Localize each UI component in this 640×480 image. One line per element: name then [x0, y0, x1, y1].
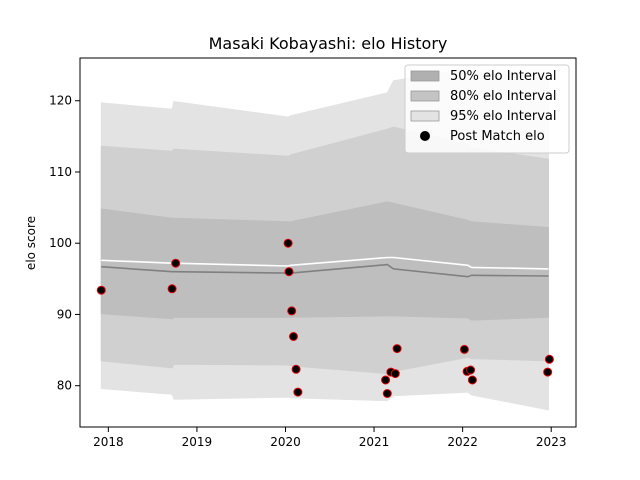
post-match-point — [171, 258, 181, 268]
axes: 2018 2019 2020 2021 2022 2023 80 90 100 110 120 — [49, 57, 577, 449]
post-match-point — [543, 367, 553, 377]
x-tick-label: 2022 — [447, 435, 478, 449]
legend-swatch — [410, 70, 440, 82]
post-match-point — [291, 364, 301, 374]
post-match-point — [284, 267, 294, 277]
post-match-point — [544, 354, 554, 364]
post-match-point — [287, 306, 297, 316]
y-tick-label: 120 — [49, 94, 72, 108]
legend-box — [404, 64, 570, 154]
y-tick-label: 100 — [49, 236, 72, 250]
x-tick-label: 2018 — [93, 435, 124, 449]
post-match-point — [466, 365, 476, 375]
legend-swatch — [410, 110, 440, 122]
y-tick-label: 110 — [49, 165, 72, 179]
y-tick-label: 80 — [57, 379, 72, 393]
chart-title: Masaki Kobayashi: elo History — [209, 34, 448, 53]
axes-frame — [79, 57, 577, 428]
x-tick-label: 2020 — [270, 435, 301, 449]
post-match-point — [96, 285, 106, 295]
x-tick-label: 2021 — [359, 435, 390, 449]
y-axis-label: elo score — [24, 216, 38, 270]
line-median — [101, 263, 549, 278]
legend-label: Post Match elo — [450, 129, 545, 144]
post-match-point — [459, 344, 469, 354]
post-match-point — [467, 375, 477, 385]
x-tick-label: 2019 — [182, 435, 213, 449]
legend-label: 80% elo Interval — [450, 89, 557, 104]
x-tick-label: 2023 — [536, 435, 567, 449]
legend-marker — [420, 131, 430, 141]
post-match-point — [390, 369, 400, 379]
post-match-point — [293, 387, 303, 397]
interval-band-3 — [100, 201, 549, 321]
post-match-point — [382, 389, 392, 398]
post-match-point — [289, 332, 298, 341]
post-match-point — [381, 375, 391, 385]
legend-label: 50% elo Interval — [450, 69, 557, 84]
y-tick-label: 90 — [57, 307, 72, 321]
post-match-point — [392, 344, 402, 354]
legend-label: 95% elo Interval — [450, 109, 557, 124]
post-match-point — [167, 284, 177, 294]
legend-swatch — [410, 90, 440, 102]
post-match-point — [283, 238, 293, 248]
plot-area — [96, 68, 554, 411]
legend: 50% elo Interval 80% elo Interval 95% elo … — [404, 64, 570, 154]
